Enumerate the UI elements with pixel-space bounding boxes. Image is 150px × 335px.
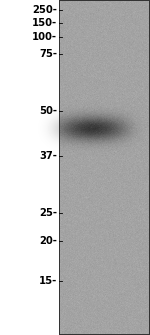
Text: 25-: 25- bbox=[39, 208, 57, 218]
Text: 50-: 50- bbox=[39, 106, 57, 116]
Text: 15-: 15- bbox=[39, 276, 57, 286]
Text: 100-: 100- bbox=[32, 32, 57, 42]
Text: 250-: 250- bbox=[32, 5, 57, 15]
Text: 37-: 37- bbox=[39, 151, 57, 161]
Text: 150-: 150- bbox=[32, 18, 57, 28]
Text: 75-: 75- bbox=[39, 49, 57, 59]
Text: 20-: 20- bbox=[39, 236, 57, 246]
